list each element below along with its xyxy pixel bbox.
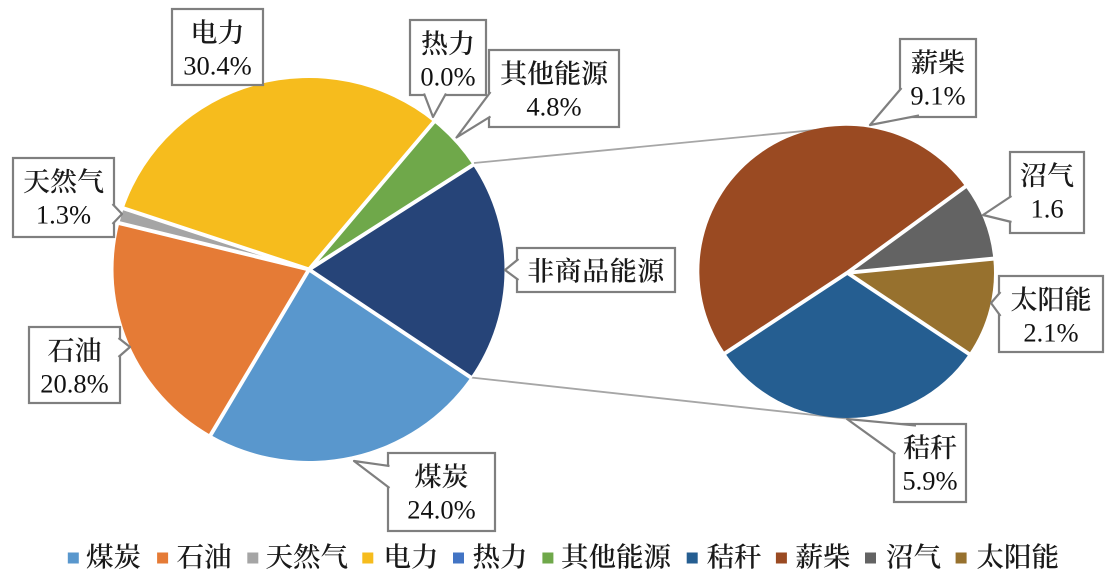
svg-text:9.1%: 9.1% — [910, 81, 965, 111]
svg-text:1.3%: 1.3% — [36, 200, 91, 230]
svg-text:1.6: 1.6 — [1030, 194, 1063, 224]
svg-text:0.0%: 0.0% — [420, 62, 475, 92]
svg-text:4.8%: 4.8% — [526, 92, 581, 122]
svg-text:24.0%: 24.0% — [407, 495, 475, 525]
svg-text:2.1%: 2.1% — [1023, 318, 1078, 348]
svg-text:20.8%: 20.8% — [40, 369, 108, 399]
svg-text:30.4%: 30.4% — [183, 51, 251, 81]
svg-text:5.9%: 5.9% — [902, 466, 957, 496]
